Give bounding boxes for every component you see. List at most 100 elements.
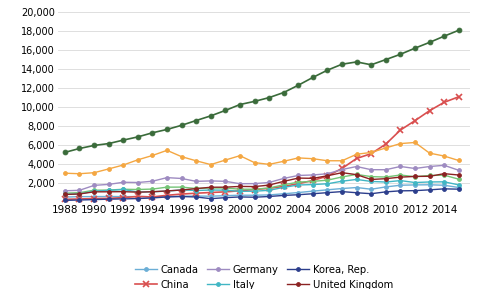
Canada <box>193 194 199 198</box>
Japan <box>441 154 447 158</box>
Korea, Rep. <box>310 192 316 195</box>
Legend: Canada, China, France, Germany, Italy, Japan, Korea, Rep., United Kingdom, Unite: Canada, China, France, Germany, Italy, J… <box>135 264 393 289</box>
Canada <box>295 191 301 194</box>
Canada <box>150 195 156 199</box>
Korea, Rep. <box>208 197 214 200</box>
Japan <box>456 159 462 162</box>
United Kingdom <box>266 183 272 187</box>
France <box>208 186 214 190</box>
Germany <box>397 165 403 168</box>
Canada <box>383 185 389 189</box>
Canada <box>412 183 418 187</box>
Italy <box>208 188 214 192</box>
United Kingdom <box>222 186 228 189</box>
Italy <box>456 183 462 187</box>
China <box>62 198 68 201</box>
Italy <box>62 193 68 196</box>
China <box>106 197 111 200</box>
United States <box>120 138 126 142</box>
Germany <box>237 182 243 186</box>
United Kingdom <box>427 175 432 178</box>
United Kingdom <box>150 190 156 193</box>
Japan <box>427 151 432 155</box>
United States <box>295 84 301 87</box>
United States <box>412 47 418 50</box>
United Kingdom <box>383 177 389 180</box>
Canada <box>397 184 403 187</box>
Italy <box>397 179 403 182</box>
Canada <box>266 193 272 197</box>
France <box>324 178 330 182</box>
Line: Japan: Japan <box>63 140 461 176</box>
China <box>179 192 184 196</box>
United States <box>62 151 68 154</box>
France <box>135 188 141 191</box>
United States <box>368 63 374 66</box>
Japan <box>208 163 214 166</box>
Canada <box>77 195 83 198</box>
Italy <box>412 181 418 184</box>
Line: Korea, Rep.: Korea, Rep. <box>63 187 461 202</box>
United Kingdom <box>412 175 418 178</box>
China <box>368 152 374 155</box>
China <box>354 157 360 160</box>
United States <box>237 103 243 106</box>
China <box>295 182 301 185</box>
China <box>77 197 83 201</box>
Japan <box>179 155 184 158</box>
Germany <box>441 164 447 167</box>
United Kingdom <box>164 189 170 193</box>
Japan <box>310 157 316 160</box>
Korea, Rep. <box>106 197 111 201</box>
Canada <box>310 189 316 193</box>
Germany <box>295 174 301 177</box>
China <box>237 189 243 192</box>
France <box>91 188 97 192</box>
Italy <box>135 190 141 194</box>
France <box>310 180 316 183</box>
Korea, Rep. <box>135 197 141 200</box>
Canada <box>120 195 126 198</box>
China <box>441 101 447 104</box>
China <box>281 185 287 188</box>
Korea, Rep. <box>237 195 243 199</box>
United States <box>354 60 360 64</box>
United States <box>106 142 111 145</box>
Japan <box>237 154 243 158</box>
Japan <box>412 141 418 144</box>
Japan <box>62 171 68 175</box>
China <box>91 197 97 200</box>
France <box>237 188 243 191</box>
Line: France: France <box>63 173 461 195</box>
France <box>427 174 432 177</box>
Line: Italy: Italy <box>63 177 461 196</box>
United Kingdom <box>237 185 243 188</box>
France <box>164 186 170 189</box>
United States <box>383 58 389 61</box>
China <box>324 174 330 178</box>
Canada <box>324 188 330 192</box>
Canada <box>427 183 432 186</box>
Korea, Rep. <box>77 198 83 202</box>
United Kingdom <box>193 187 199 190</box>
Germany <box>62 189 68 192</box>
Korea, Rep. <box>62 199 68 202</box>
United States <box>339 62 345 66</box>
Canada <box>164 195 170 198</box>
Germany <box>150 179 156 183</box>
Italy <box>339 179 345 183</box>
France <box>456 177 462 181</box>
United States <box>441 34 447 38</box>
Korea, Rep. <box>354 191 360 194</box>
Korea, Rep. <box>164 195 170 199</box>
United States <box>150 131 156 135</box>
Canada <box>106 195 111 198</box>
China <box>266 186 272 190</box>
Korea, Rep. <box>295 193 301 197</box>
Italy <box>295 183 301 187</box>
Japan <box>383 146 389 150</box>
China <box>120 196 126 199</box>
Japan <box>397 142 403 145</box>
Germany <box>339 168 345 171</box>
Germany <box>135 181 141 184</box>
